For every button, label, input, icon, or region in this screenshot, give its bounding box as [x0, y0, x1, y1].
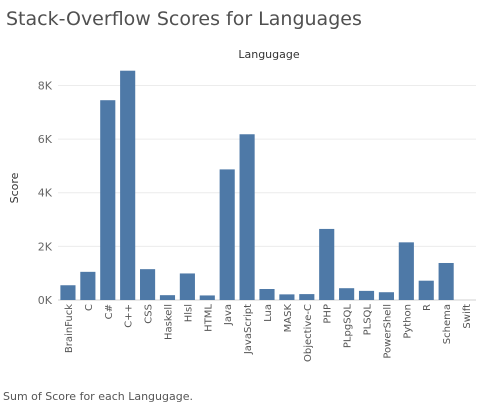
x-tick-label: PLSQL [363, 304, 374, 336]
y-tick-label: 0K [38, 294, 53, 307]
bar-schema[interactable] [438, 262, 454, 300]
x-tick-label: PowerShell [382, 304, 393, 359]
x-tick-label: C++ [124, 304, 135, 328]
x-axis-title: Langugage [238, 48, 300, 61]
bar-mask[interactable] [279, 294, 295, 300]
x-tick-label: PHP [323, 304, 334, 324]
bar-objective-c[interactable] [299, 294, 315, 300]
bar-c-[interactable] [120, 70, 136, 300]
x-axis: BrainFuck C C# C++ CSS Haskell Hlsl HTML Java Jav… [64, 304, 473, 362]
x-tick-label: Hlsl [183, 304, 194, 322]
y-tick-label: 6K [38, 133, 53, 146]
y-tick-label: 4K [38, 187, 53, 200]
bar-plsql[interactable] [358, 290, 375, 300]
x-tick-label: Python [402, 304, 413, 339]
x-tick-label: HTML [203, 304, 214, 332]
bar-c-[interactable] [100, 100, 116, 300]
x-tick-label: Lua [263, 304, 274, 322]
x-tick-label: CSS [144, 304, 155, 324]
bar-python[interactable] [398, 242, 414, 300]
y-tick-label: 2K [38, 240, 53, 253]
x-tick-label: Schema [442, 304, 453, 344]
x-tick-label: Java [223, 304, 234, 326]
x-tick-label: Swift [462, 304, 473, 329]
bars [60, 70, 454, 300]
chart-caption: Sum of Score for each Langugage. [3, 390, 193, 403]
x-tick-label: JavaScript [243, 304, 254, 355]
x-tick-label: Haskell [163, 304, 174, 340]
bar-javascript[interactable] [239, 134, 255, 300]
x-tick-label: C [84, 304, 95, 311]
x-tick-label: Objective-C [303, 304, 314, 362]
x-tick-label: MASK [283, 304, 294, 333]
chart-title: Stack-Overflow Scores for Languages [6, 8, 362, 30]
bar-php[interactable] [319, 228, 335, 300]
bar-plpgsql[interactable] [339, 288, 355, 300]
y-tick-label: 8K [38, 79, 53, 92]
bar-powershell[interactable] [378, 292, 394, 300]
x-tick-label: BrainFuck [64, 304, 75, 353]
bar-html[interactable] [199, 295, 215, 300]
y-axis-title: Score [8, 172, 21, 203]
bar-haskell[interactable] [159, 295, 176, 300]
bar-brainfuck[interactable] [60, 285, 76, 300]
x-tick-label: R [422, 304, 433, 311]
bar-lua[interactable] [259, 289, 275, 300]
y-axis: 0K 2K 4K 6K 8K [38, 79, 53, 307]
x-tick-label: C# [104, 304, 115, 319]
x-tick-label: PLpgSQL [343, 304, 354, 349]
bar-java[interactable] [219, 169, 235, 300]
bar-css[interactable] [140, 269, 156, 300]
bar-c[interactable] [80, 271, 96, 300]
bar-hlsl[interactable] [179, 273, 195, 300]
bar-r[interactable] [418, 280, 434, 300]
